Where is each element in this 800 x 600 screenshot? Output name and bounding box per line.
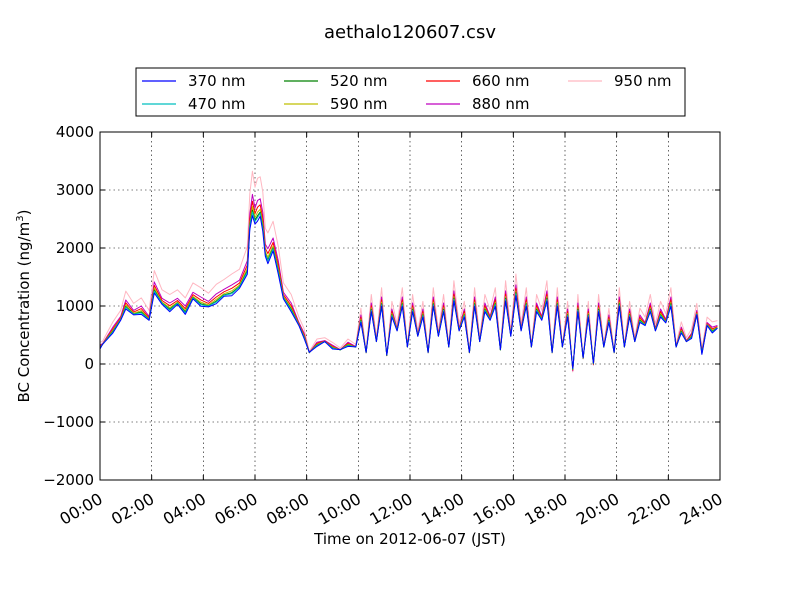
- y-tick-label: 3000: [56, 181, 94, 199]
- y-axis-label-superscript: 3: [15, 215, 26, 221]
- legend-label: 370 nm: [188, 72, 246, 90]
- x-axis-label: Time on 2012-06-07 (JST): [313, 530, 506, 548]
- y-tick-label: −2000: [43, 471, 94, 489]
- legend-label: 470 nm: [188, 95, 246, 113]
- legend-box: [135, 67, 686, 117]
- y-axis-label: BC Concentration (ng/m3): [15, 210, 33, 403]
- y-axis-ticks: 4000 3000 2000 1000 0 −1000 −2000: [43, 123, 720, 489]
- series-lines: [99, 170, 718, 373]
- legend-label: 520 nm: [330, 72, 388, 90]
- y-tick-label: 4000: [56, 123, 94, 141]
- y-tick-label: 2000: [56, 239, 94, 257]
- legend: 370 nm 470 nm 520 nm 590 nm 660 nm 880 nm 950 …: [135, 67, 686, 117]
- legend-label: 950 nm: [614, 72, 672, 90]
- y-axis-label-main: BC Concentration (ng/m: [15, 222, 33, 403]
- y-tick-label: −1000: [43, 413, 94, 431]
- series-line-370-nm: [99, 215, 718, 369]
- chart-title: aethalo120607.csv: [324, 22, 496, 43]
- y-tick-label: 0: [84, 355, 94, 373]
- legend-label: 590 nm: [330, 95, 388, 113]
- legend-label: 660 nm: [472, 72, 530, 90]
- y-tick-label: 1000: [56, 297, 94, 315]
- y-axis-label-close: ): [15, 210, 33, 216]
- legend-label: 880 nm: [472, 95, 530, 113]
